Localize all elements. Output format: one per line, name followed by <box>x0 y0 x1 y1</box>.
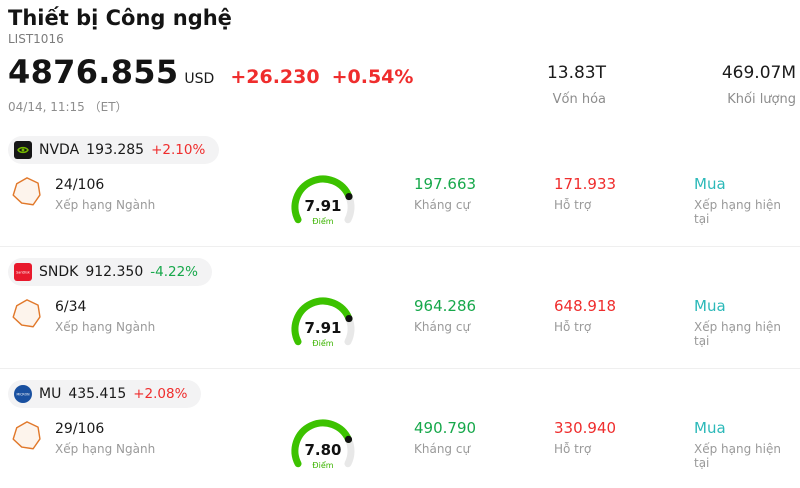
market-cap-stat: 13.83T Vốn hóa <box>486 53 606 107</box>
quote-row: 4876.855 USD +26.230 +0.54% 04/14, 11:15… <box>8 53 796 115</box>
stock-pill-sndk[interactable]: SanDisk SNDK 912.350 -4.22% <box>8 258 212 287</box>
gauge-unit-label: Điểm <box>312 217 334 227</box>
page-title: Thiết bị Công nghệ <box>8 6 232 30</box>
sector-polygon-icon <box>10 297 44 335</box>
stock-change-pct: -4.22% <box>150 264 198 281</box>
resistance-label: Kháng cự <box>414 442 471 457</box>
resistance-cell: 490.790 Kháng cự <box>414 419 554 456</box>
resistance-label: Kháng cự <box>414 198 471 213</box>
stock-change-pct: +2.10% <box>151 142 206 159</box>
rating-cell: Mua Xếp hạng hiện tại <box>694 419 800 470</box>
gauge-score: 7.80 <box>304 441 342 460</box>
rank-label: Xếp hạng Ngành <box>55 442 156 457</box>
rank-label: Xếp hạng Ngành <box>55 320 156 335</box>
ticker: MU <box>39 386 62 403</box>
rating-value: Mua <box>694 419 726 438</box>
support-value: 330.940 <box>554 419 617 438</box>
support-value: 171.933 <box>554 175 617 194</box>
rating-value: Mua <box>694 297 726 316</box>
currency-label: USD <box>184 71 215 88</box>
support-label: Hỗ trợ <box>554 198 592 213</box>
gauge-unit-label: Điểm <box>312 339 334 349</box>
support-label: Hỗ trợ <box>554 320 592 335</box>
stock-row-body: 6/34 Xếp hạng Ngành 7.91 Điểm 964.286 Kh… <box>8 297 800 363</box>
rank-value: 29/106 <box>55 421 105 438</box>
sandisk-logo-icon: SanDisk <box>14 263 32 282</box>
rank-cell: 29/106 Xếp hạng Ngành <box>8 419 232 457</box>
score-gauge: 7.80 Điểm <box>271 415 375 485</box>
resistance-value: 490.790 <box>414 419 477 438</box>
rating-label: Xếp hạng hiện tại <box>694 198 781 227</box>
rank-cell: 6/34 Xếp hạng Ngành <box>8 297 232 335</box>
market-cap-label: Vốn hóa <box>552 92 606 108</box>
stock-row-body: 24/106 Xếp hạng Ngành 7.91 Điểm 197.663 … <box>8 175 800 241</box>
score-gauge: 7.91 Điểm <box>271 171 375 241</box>
svg-text:MICRON: MICRON <box>16 393 30 397</box>
sector-polygon-icon <box>10 175 44 213</box>
resistance-value: 964.286 <box>414 297 477 316</box>
svg-text:SanDisk: SanDisk <box>16 271 30 275</box>
price-block: 4876.855 USD +26.230 +0.54% 04/14, 11:15… <box>8 53 486 115</box>
support-cell: 648.918 Hỗ trợ <box>554 297 694 334</box>
list-id: LIST1016 <box>8 32 64 47</box>
stock-pill-mu[interactable]: MICRON MU 435.415 +2.08% <box>8 380 202 409</box>
rank-value: 6/34 <box>55 299 87 316</box>
resistance-cell: 197.663 Kháng cự <box>414 175 554 212</box>
stock-price: 435.415 <box>68 386 127 403</box>
gauge-score: 7.91 <box>304 197 342 216</box>
stock-row-sndk: SanDisk SNDK 912.350 -4.22% 6/34 Xếp hạn… <box>0 247 800 370</box>
stock-row-body: 29/106 Xếp hạng Ngành 7.80 Điểm 490.790 … <box>8 419 800 485</box>
market-cap-value: 13.83T <box>546 63 606 84</box>
resistance-label: Kháng cự <box>414 320 471 335</box>
ticker: NVDA <box>39 142 80 159</box>
rating-cell: Mua Xếp hạng hiện tại <box>694 297 800 348</box>
gauge-unit-label: Điểm <box>312 461 334 471</box>
resistance-cell: 964.286 Kháng cự <box>414 297 554 334</box>
rating-value: Mua <box>694 175 726 194</box>
nvidia-logo-icon <box>14 141 32 160</box>
quote-datetime: 04/14, 11:15 （ET） <box>8 100 128 115</box>
rating-label: Xếp hạng hiện tại <box>694 320 781 349</box>
volume-value: 469.07M <box>721 63 796 84</box>
support-cell: 330.940 Hỗ trợ <box>554 419 694 456</box>
score-gauge: 7.91 Điểm <box>271 293 375 363</box>
rank-label: Xếp hạng Ngành <box>55 198 156 213</box>
stock-price: 193.285 <box>86 142 145 159</box>
sector-polygon-icon <box>10 419 44 457</box>
resistance-value: 197.663 <box>414 175 477 194</box>
rating-cell: Mua Xếp hạng hiện tại <box>694 175 800 226</box>
gauge-score: 7.91 <box>304 319 342 338</box>
micron-logo-icon: MICRON <box>14 385 32 404</box>
rating-label: Xếp hạng hiện tại <box>694 442 781 471</box>
stock-list: NVDA 193.285 +2.10% 24/106 Xếp hạng Ngàn… <box>0 125 800 488</box>
support-label: Hỗ trợ <box>554 442 592 457</box>
stock-change-pct: +2.08% <box>133 386 188 403</box>
price-change-pct: +0.54% <box>331 66 414 89</box>
price-change: +26.230 <box>230 66 320 89</box>
stock-price: 912.350 <box>85 264 144 281</box>
volume-label: Khối lượng <box>727 92 796 108</box>
rank-value: 24/106 <box>55 177 105 194</box>
volume-stat: 469.07M Khối lượng <box>606 53 796 107</box>
sector-header: Thiết bị Công nghệ LIST1016 4876.855 USD… <box>0 0 800 115</box>
stock-row-mu: MICRON MU 435.415 +2.08% 29/106 Xếp hạng… <box>0 369 800 488</box>
stock-row-nvda: NVDA 193.285 +2.10% 24/106 Xếp hạng Ngàn… <box>0 125 800 248</box>
ticker: SNDK <box>39 264 79 281</box>
support-value: 648.918 <box>554 297 617 316</box>
rank-cell: 24/106 Xếp hạng Ngành <box>8 175 232 213</box>
support-cell: 171.933 Hỗ trợ <box>554 175 694 212</box>
sector-price: 4876.855 <box>8 53 179 92</box>
stock-pill-nvda[interactable]: NVDA 193.285 +2.10% <box>8 136 220 165</box>
